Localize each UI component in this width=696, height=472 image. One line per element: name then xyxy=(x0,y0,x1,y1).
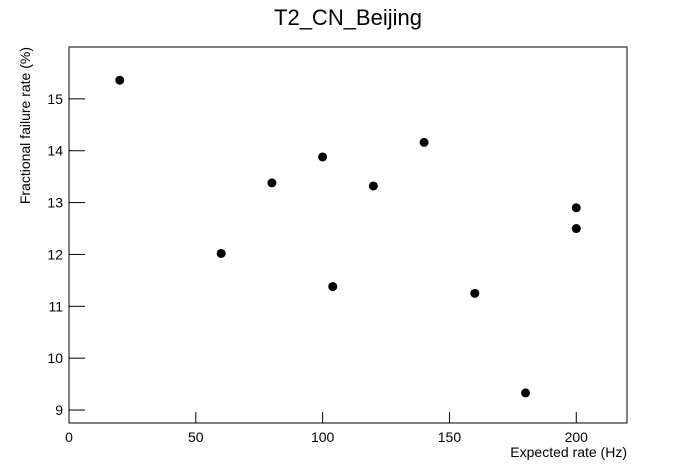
data-point xyxy=(328,282,338,292)
plot-frame xyxy=(68,46,628,424)
y-tick-label: 11 xyxy=(48,298,63,314)
x-axis-label: Expected rate (Hz) xyxy=(510,444,627,460)
data-point xyxy=(521,388,531,398)
data-point xyxy=(571,224,581,234)
x-tick-label: 50 xyxy=(188,429,204,445)
y-tick-label: 13 xyxy=(47,195,63,211)
data-point xyxy=(571,203,581,213)
y-tick-label: 10 xyxy=(47,350,63,366)
data-point xyxy=(216,248,226,258)
x-tick-label: 100 xyxy=(311,429,335,445)
x-tick-label: 200 xyxy=(565,429,589,445)
y-tick-label: 14 xyxy=(47,143,63,159)
y-tick-label: 9 xyxy=(55,402,63,418)
y-tick-label: 15 xyxy=(47,91,63,107)
data-point xyxy=(115,75,125,85)
y-tick-label: 12 xyxy=(47,246,63,262)
data-point xyxy=(368,181,378,191)
chart-title: T2_CN_Beijing xyxy=(274,5,422,30)
data-point xyxy=(419,137,429,147)
x-tick-label: 150 xyxy=(438,429,462,445)
data-point xyxy=(267,178,277,188)
y-axis-label: Fractional failure rate (%) xyxy=(17,47,33,204)
x-tick-label: 0 xyxy=(65,429,73,445)
data-point xyxy=(470,288,480,298)
data-point xyxy=(318,152,328,162)
